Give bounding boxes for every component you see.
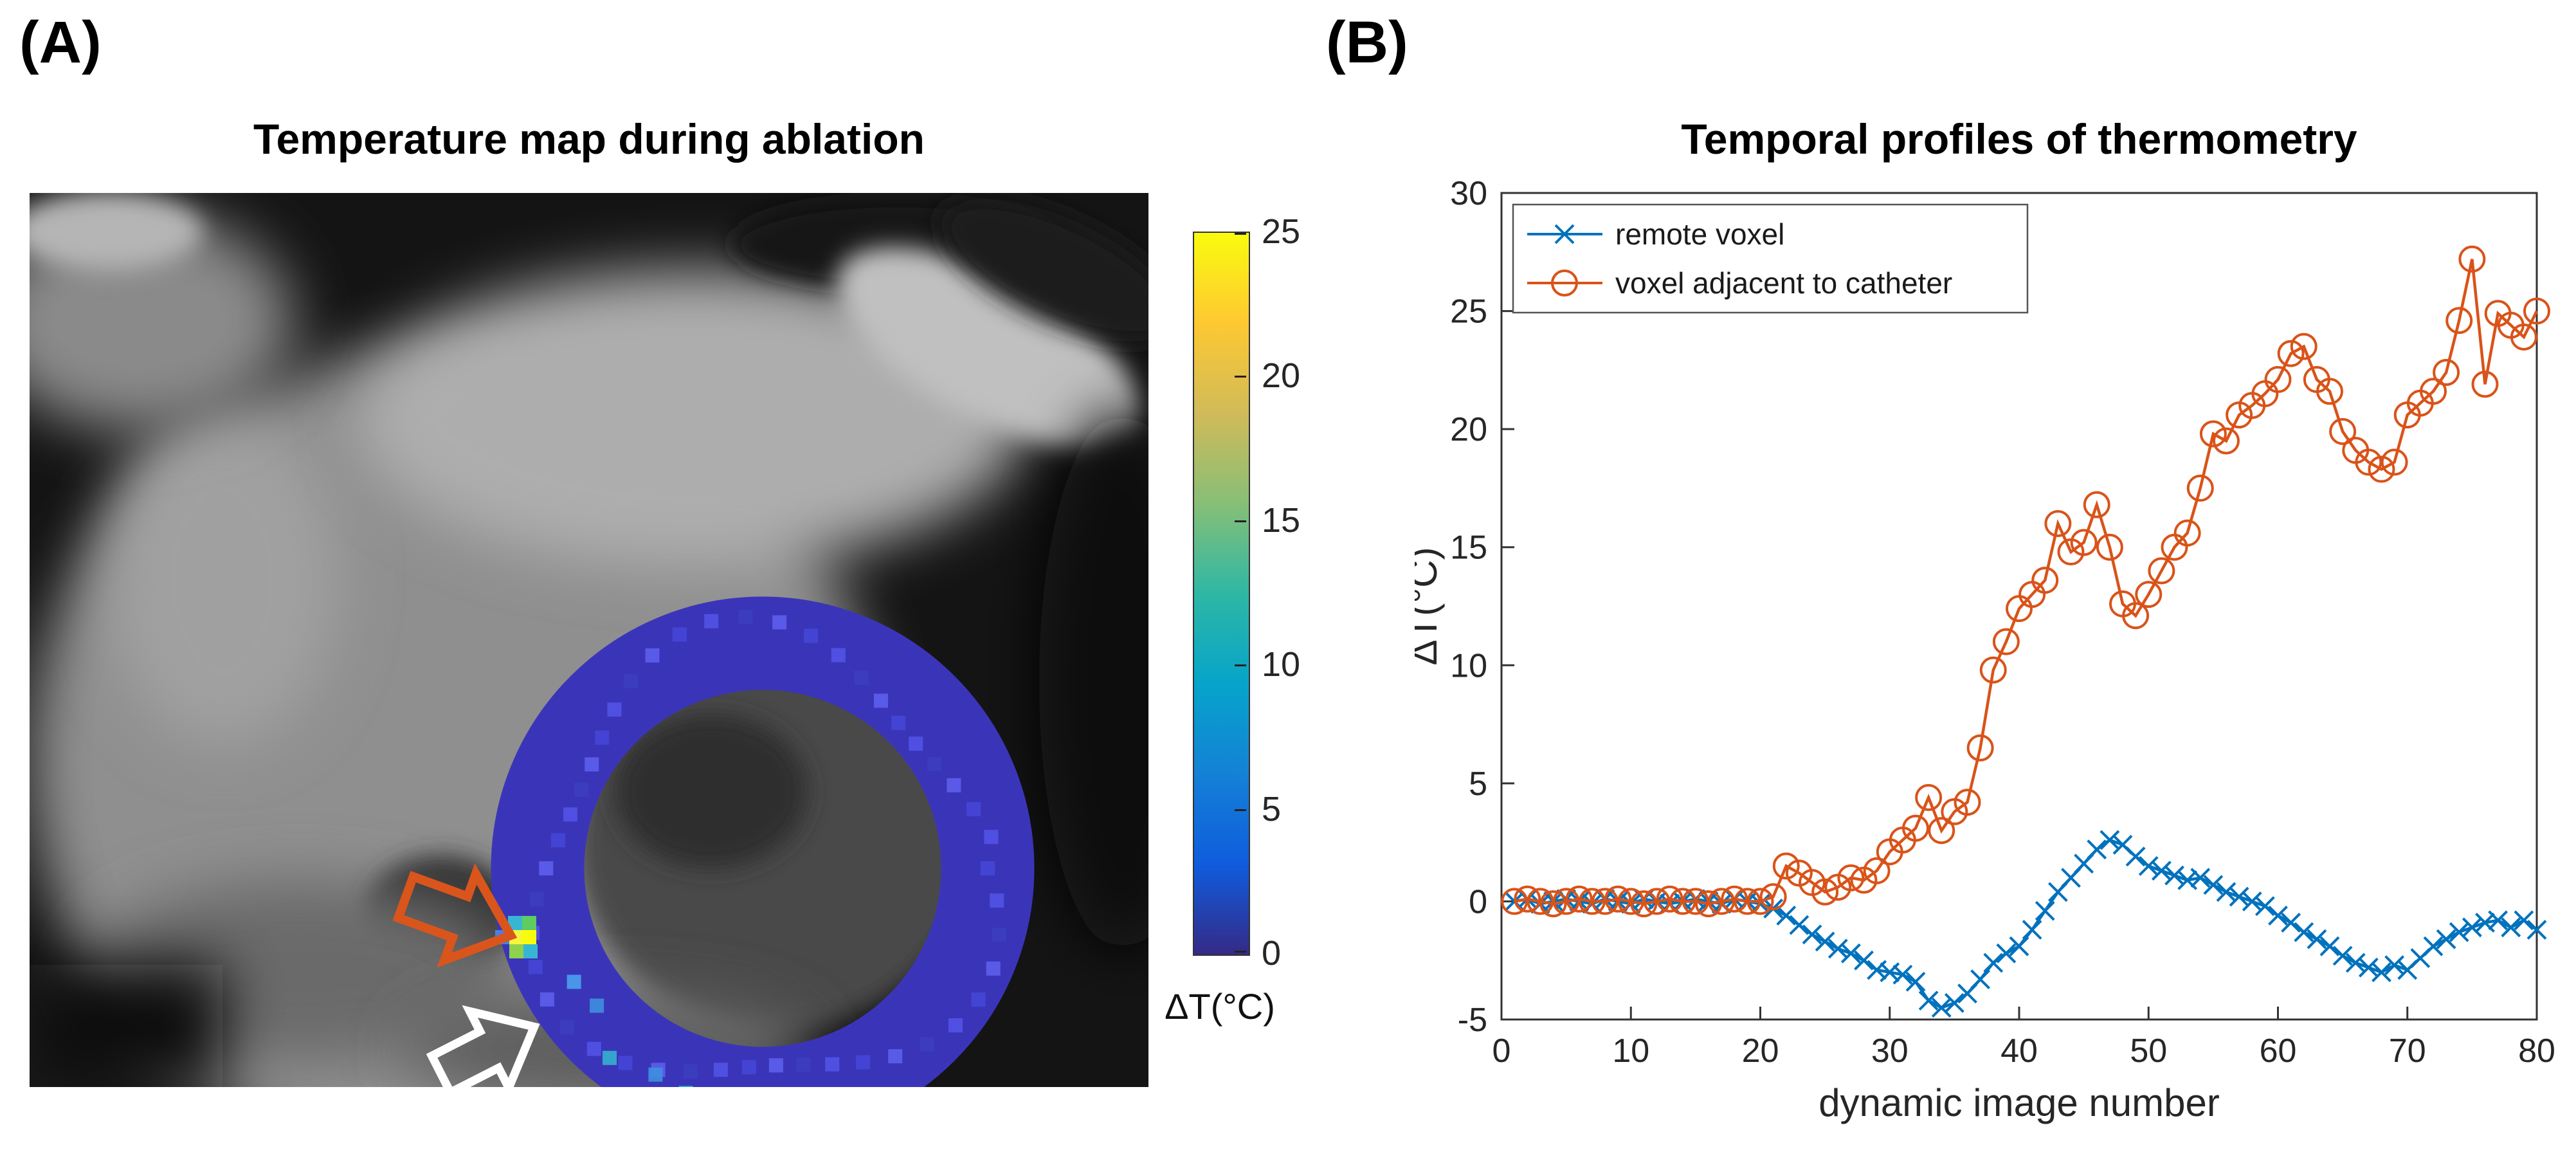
colorbar-tick-label: 5 xyxy=(1262,789,1282,828)
colorbar xyxy=(1193,232,1250,956)
colorbar-tick-mark xyxy=(1235,376,1246,378)
ring-speckles xyxy=(525,610,1007,1087)
x-tick-label: 40 xyxy=(2000,1032,2038,1070)
colorbar-tick-label: 15 xyxy=(1262,500,1301,540)
colorbar-tick-label: 20 xyxy=(1262,356,1301,396)
y-tick-label: 5 xyxy=(1469,765,1487,803)
hotspot-arrow-white-icon xyxy=(426,1005,540,1087)
y-tick-label: 10 xyxy=(1450,647,1487,684)
panel-a-label: (A) xyxy=(19,10,102,75)
temperature-map-image xyxy=(30,193,1148,1087)
mri-background xyxy=(30,193,1148,1087)
voxel-adjacent-to-catheter-line xyxy=(1514,259,2539,906)
x-axis-label: dynamic image number xyxy=(1819,1081,2220,1124)
x-tick-label: 60 xyxy=(2260,1032,2297,1070)
y-tick-label: -5 xyxy=(1458,1001,1487,1039)
colorbar-tick-label: 0 xyxy=(1262,934,1282,973)
x-tick-label: 0 xyxy=(1492,1032,1511,1070)
series-voxel-adjacent-to-catheter xyxy=(1501,245,2550,918)
x-tick-label: 80 xyxy=(2518,1032,2555,1070)
annotation-arrows xyxy=(392,863,540,1087)
colorbar-tick-label: 10 xyxy=(1262,645,1301,684)
colorbar-unit-label: ΔT(°C) xyxy=(1165,986,1275,1027)
panel-b-label: (B) xyxy=(1326,10,1408,75)
colorbar-tick-mark xyxy=(1235,233,1246,235)
colorbar-tick-mark xyxy=(1235,664,1246,667)
legend-label: voxel adjacent to catheter xyxy=(1615,266,1952,300)
hotspot-arrow-orange-icon xyxy=(392,863,518,968)
legend-circle-marker-icon xyxy=(1551,270,1578,297)
colorbar-tick-mark xyxy=(1235,809,1246,811)
y-axis-label: ΔT(°C) xyxy=(1415,547,1445,665)
thermometry-plot: 0 10 20 30 40 50 60 70 80-5051015202530ΔT(°C)dyn… xyxy=(1415,175,2555,1124)
y-tick-label: 0 xyxy=(1469,883,1487,920)
colorbar-tick-mark xyxy=(1235,951,1246,953)
x-tick-label: 70 xyxy=(2389,1032,2426,1070)
x-tick-label: 30 xyxy=(1871,1032,1909,1070)
x-tick-label: 20 xyxy=(1742,1032,1779,1070)
legend-label: remote voxel xyxy=(1615,217,1784,251)
temperature-ring-overlay xyxy=(491,596,1035,1087)
x-tick-label: 10 xyxy=(1612,1032,1649,1070)
x-tick-label: 50 xyxy=(2130,1032,2167,1070)
panel-a-title: Temperature map during ablation xyxy=(253,115,925,163)
y-tick-label: 15 xyxy=(1450,529,1487,567)
y-tick-label: 20 xyxy=(1450,411,1487,448)
y-tick-label: 25 xyxy=(1450,293,1487,331)
y-tick-label: 30 xyxy=(1450,175,1487,212)
colorbar-tick-mark xyxy=(1235,520,1246,522)
legend: remote voxel voxel adjacent to catheter xyxy=(1512,203,2029,314)
voxel-adjacent-to-catheter-markers xyxy=(1501,245,2550,918)
colorbar-tick-label: 25 xyxy=(1262,212,1301,251)
panel-b-title: Temporal profiles of thermometry xyxy=(1681,115,2357,163)
